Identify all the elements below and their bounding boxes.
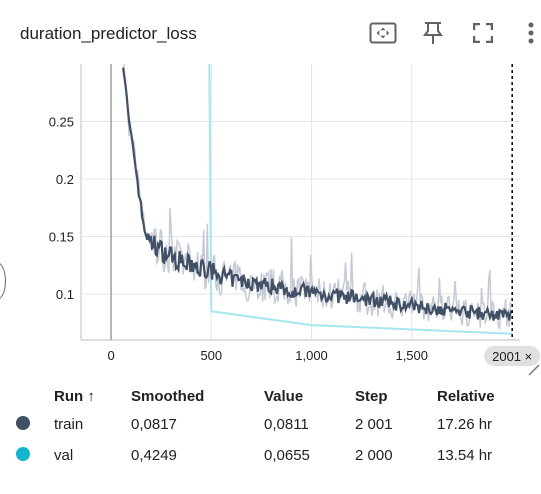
value-column-header[interactable]: Value (264, 387, 304, 405)
relative-time: 13.54 hr (437, 447, 493, 464)
chart-title: duration_predictor_loss (20, 24, 197, 43)
series-raw-train (123, 64, 512, 331)
more-options-button[interactable] (516, 18, 541, 48)
legend-header-row: Run ↑ Smoothed Value Step Relative (16, 383, 537, 409)
sort-arrow-icon[interactable]: ↑ (87, 387, 95, 405)
plot-area (122, 64, 513, 335)
series-color-dot (16, 415, 30, 430)
series-group (122, 64, 513, 335)
smoothed-value: 0,0817 (131, 416, 177, 433)
step-cursor-label-bg (484, 346, 541, 366)
legend-row-train: train 0,0817 0,0811 2 001 17.26 hr (16, 409, 537, 440)
run-name: train (54, 416, 84, 433)
y-tick-label: 0.15 (49, 230, 74, 245)
y-tick-label: 0.2 (56, 172, 74, 187)
series-line-train (122, 67, 513, 322)
x-tick-labels: 0 500 1,000 1,500 (107, 348, 428, 363)
pin-button[interactable] (418, 18, 448, 48)
relative-time: 17.26 hr (437, 416, 493, 433)
y-tick-labels: 0.1 0.15 0.2 0.25 (49, 115, 74, 303)
y-tick-label: 0.25 (49, 115, 74, 130)
x-tick-label: 1,500 (395, 348, 428, 363)
legend-row-val: val 0,4249 0,0655 2 000 13.54 hr (16, 440, 537, 471)
step-column-header[interactable]: Step (355, 387, 388, 405)
smoothed-column-header[interactable]: Smoothed (131, 387, 205, 405)
legend-table: Run ↑ Smoothed Value Step Relative train… (16, 383, 537, 471)
x-tick-label: 500 (200, 348, 222, 363)
raw-value: 0,0655 (264, 447, 310, 464)
x-tick-label: 1,000 (295, 348, 328, 363)
resize-handle-icon (528, 364, 540, 376)
y-tick-label: 0.1 (56, 287, 74, 302)
fullscreen-button[interactable] (468, 18, 498, 48)
series-color-dot (16, 446, 30, 461)
run-name: val (54, 447, 74, 464)
step-cursor-label[interactable]: 2001 × (492, 349, 532, 364)
step-value: 2 000 (355, 447, 393, 464)
run-column-header[interactable]: Run ↑ (54, 387, 95, 405)
raw-value: 0,0811 (264, 416, 309, 433)
series-line-val (208, 64, 513, 335)
fullscreen-icon (473, 23, 493, 43)
line-chart[interactable]: 0.1 0.15 0.2 0.25 0 500 1,000 1,500 2001 × (0, 60, 541, 376)
more-vert-icon (528, 22, 534, 44)
step-value: 2 001 (355, 416, 393, 433)
relative-column-header[interactable]: Relative (437, 387, 495, 405)
smoothed-value: 0,4249 (131, 447, 177, 464)
x-tick-label: 0 (107, 348, 114, 363)
card-header: duration_predictor_loss (0, 0, 541, 66)
fit-domain-icon (369, 22, 397, 44)
fit-domain-button[interactable] (368, 18, 398, 48)
pin-icon (423, 22, 443, 44)
step-cursor: 2001 × (484, 64, 541, 376)
